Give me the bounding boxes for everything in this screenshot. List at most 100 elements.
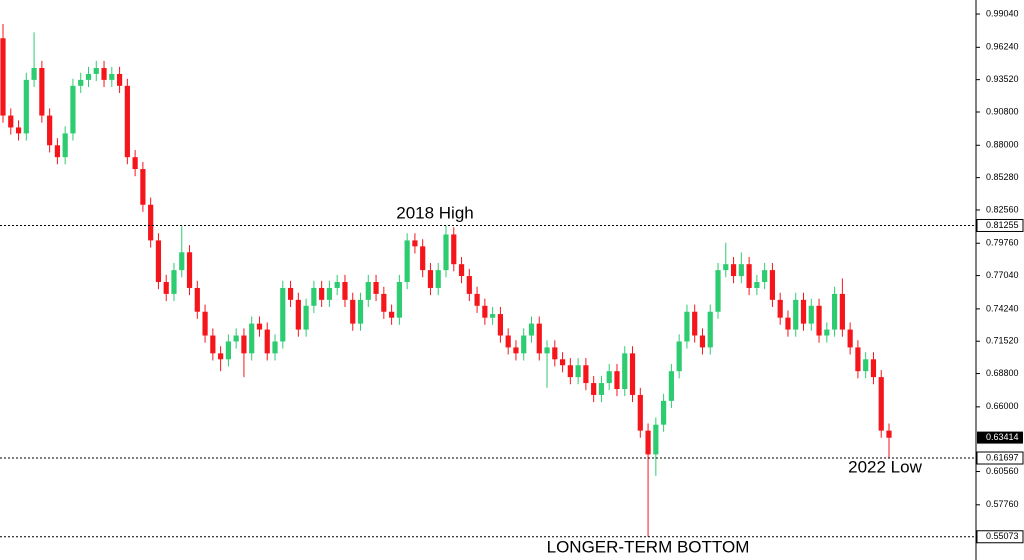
candle-body: [653, 424, 659, 455]
candle-body: [23, 79, 29, 134]
candle-body: [497, 314, 504, 336]
candle-body: [831, 293, 838, 330]
candle-body: [148, 204, 154, 241]
candle-body: [303, 305, 309, 330]
annotation: LONGER-TERM BOTTOM: [547, 537, 750, 556]
candle-body: [124, 85, 130, 158]
candle-body: [598, 383, 605, 395]
candle-body: [319, 287, 325, 300]
y-tick-label: 0.74240: [986, 303, 1019, 313]
candle-body: [85, 73, 92, 80]
candle-body: [47, 115, 53, 146]
candle-body: [256, 323, 263, 330]
candle-body: [194, 287, 200, 312]
candle-body: [762, 270, 768, 283]
level-label: 0.55073: [986, 531, 1019, 541]
candle-body: [777, 299, 783, 318]
candle-body: [179, 252, 185, 271]
candle-body: [474, 293, 480, 306]
candle-body: [528, 323, 535, 336]
candle-body: [249, 323, 255, 354]
candle-body: [388, 311, 395, 318]
candle-body: [855, 347, 861, 372]
candle-body: [870, 359, 877, 378]
y-tick-label: 0.68800: [986, 368, 1019, 378]
candle-body: [295, 299, 301, 330]
candle-body: [645, 430, 651, 455]
candle-body: [707, 311, 713, 348]
candle-body: [62, 133, 68, 158]
candle-body: [0, 38, 6, 116]
candle-body: [396, 282, 402, 318]
candle-body: [101, 68, 107, 80]
candle-body: [171, 270, 177, 294]
candle-body: [311, 287, 317, 306]
candle-body: [435, 270, 441, 288]
annotation: 2018 High: [396, 203, 474, 222]
candle-body: [552, 347, 558, 360]
candle-body: [381, 293, 387, 312]
candle-body: [754, 282, 760, 288]
candle-body: [544, 347, 550, 354]
candle-body: [863, 359, 869, 372]
candle-body: [785, 317, 791, 330]
candle-body: [78, 79, 84, 86]
level-label-box: [976, 218, 1024, 232]
candle-body: [241, 335, 247, 354]
candle-body: [730, 264, 737, 277]
candle-body: [334, 282, 340, 288]
candle-body: [420, 246, 426, 271]
annotation: 2022 Low: [848, 457, 922, 476]
candle-body: [210, 335, 216, 354]
candle-body: [692, 311, 698, 336]
candle-body: [684, 311, 690, 342]
y-tick-label: 0.90800: [986, 106, 1019, 116]
level-label-box: [976, 451, 1024, 465]
candle-body: [326, 287, 333, 300]
candle-body: [163, 282, 169, 294]
candle-body: [458, 264, 465, 277]
y-tick-label: 0.96240: [986, 42, 1019, 52]
candle-body: [287, 287, 294, 300]
candle-body: [668, 371, 674, 401]
candle-body: [342, 282, 348, 300]
candle-body: [186, 252, 193, 288]
candle-body: [878, 377, 884, 431]
candle-body: [808, 305, 814, 324]
y-tick-label: 0.79760: [986, 238, 1019, 248]
candle-body: [839, 293, 845, 330]
candle-body: [109, 73, 115, 80]
y-tick-label: 0.88000: [986, 140, 1019, 150]
y-tick-label: 0.60560: [986, 466, 1019, 476]
y-tick-label: 0.85280: [986, 172, 1019, 182]
candle-body: [225, 341, 231, 360]
candle-body: [54, 145, 61, 158]
candle-body: [8, 115, 14, 128]
candle-body: [264, 329, 270, 354]
candle-body: [31, 68, 37, 80]
candle-body: [824, 329, 830, 336]
y-tick-label: 0.77040: [986, 270, 1019, 280]
candle-body: [699, 335, 706, 348]
y-tick-label: 0.99040: [986, 8, 1019, 18]
candle-body: [614, 371, 620, 390]
candle-body: [357, 299, 364, 324]
y-tick-label: 0.71520: [986, 336, 1019, 346]
candle-body: [132, 157, 138, 170]
candle-body: [15, 127, 22, 134]
candle-body: [202, 311, 208, 336]
candle-body: [466, 276, 472, 294]
y-tick-label: 0.82560: [986, 204, 1019, 214]
candle-body: [715, 270, 721, 312]
candle-body: [233, 335, 239, 342]
candle-body: [116, 73, 123, 86]
level-label-box: [976, 530, 1024, 544]
candle-body: [847, 329, 853, 348]
candle-body: [490, 314, 496, 318]
candle-body: [676, 341, 682, 372]
candle-body: [559, 359, 566, 366]
last-price-box: [977, 431, 1023, 444]
candle-body: [575, 365, 581, 378]
candle-body: [521, 335, 527, 354]
